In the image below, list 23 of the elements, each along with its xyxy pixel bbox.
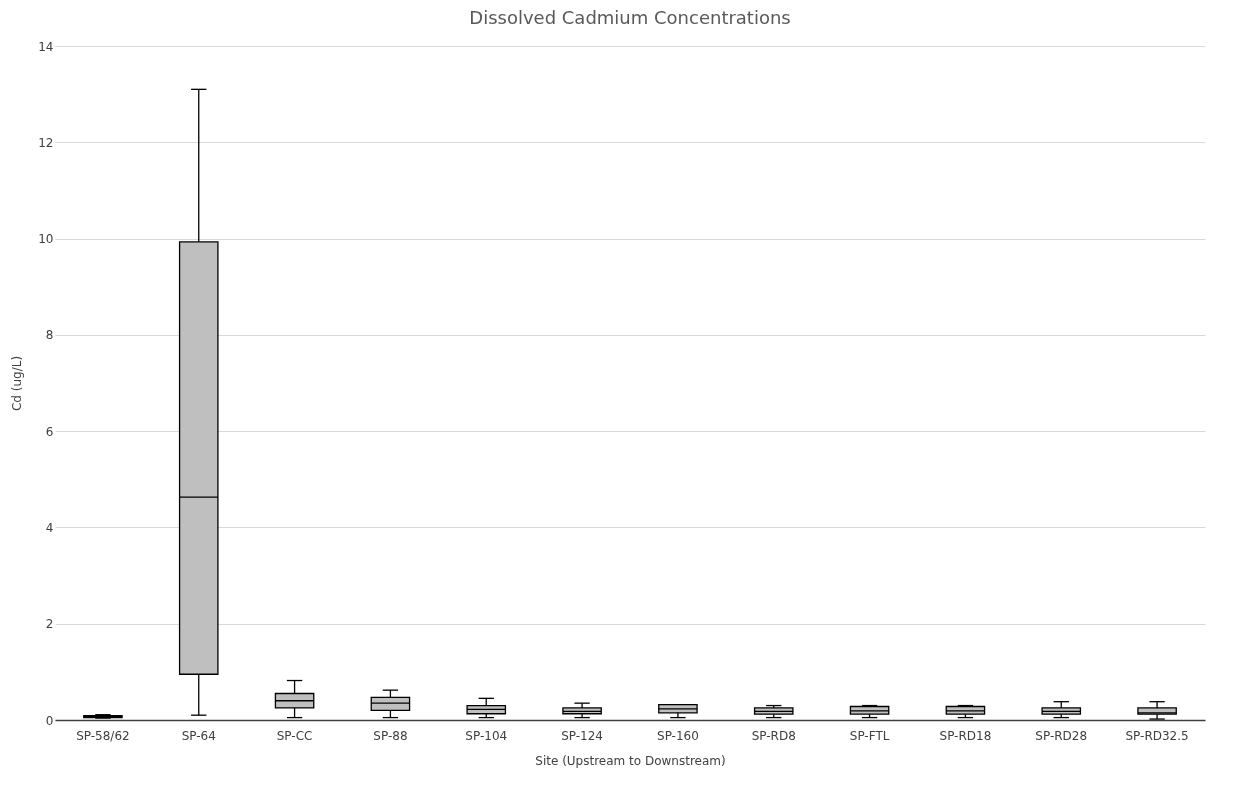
x-tick-label: SP-RD18	[939, 728, 992, 743]
x-axis-title: Site (Upstream to Downstream)	[535, 753, 726, 768]
x-tick-label: SP-58/62	[76, 728, 130, 743]
x-tick-label: SP-RD8	[751, 728, 796, 743]
x-tick-label: SP-160	[657, 728, 699, 743]
y-tick-label: 0	[45, 713, 54, 728]
y-tick-label: 4	[45, 520, 54, 535]
y-tick-label: 10	[38, 232, 54, 247]
x-tick-label: SP-RD32.5	[1125, 728, 1189, 743]
y-tick-label: 12	[38, 135, 54, 150]
x-tick-label: SP-64	[181, 728, 216, 743]
chart-title: Dissolved Cadmium Concentrations	[469, 7, 791, 28]
y-tick-label: 6	[45, 424, 54, 439]
x-tick-label: SP-104	[465, 728, 508, 743]
x-tick-label: SP-CC	[276, 728, 313, 743]
y-tick-label: 14	[38, 39, 54, 54]
x-tick-label: SP-RD28	[1035, 728, 1088, 743]
y-axis-title: Cd (ug/L)	[10, 355, 25, 412]
y-tick-label: 8	[45, 328, 54, 343]
x-tick-label: SP-124	[561, 728, 603, 743]
x-tick-label: SP-88	[373, 728, 408, 743]
y-tick-label: 2	[45, 617, 54, 632]
x-tick-label: SP-FTL	[849, 728, 890, 743]
